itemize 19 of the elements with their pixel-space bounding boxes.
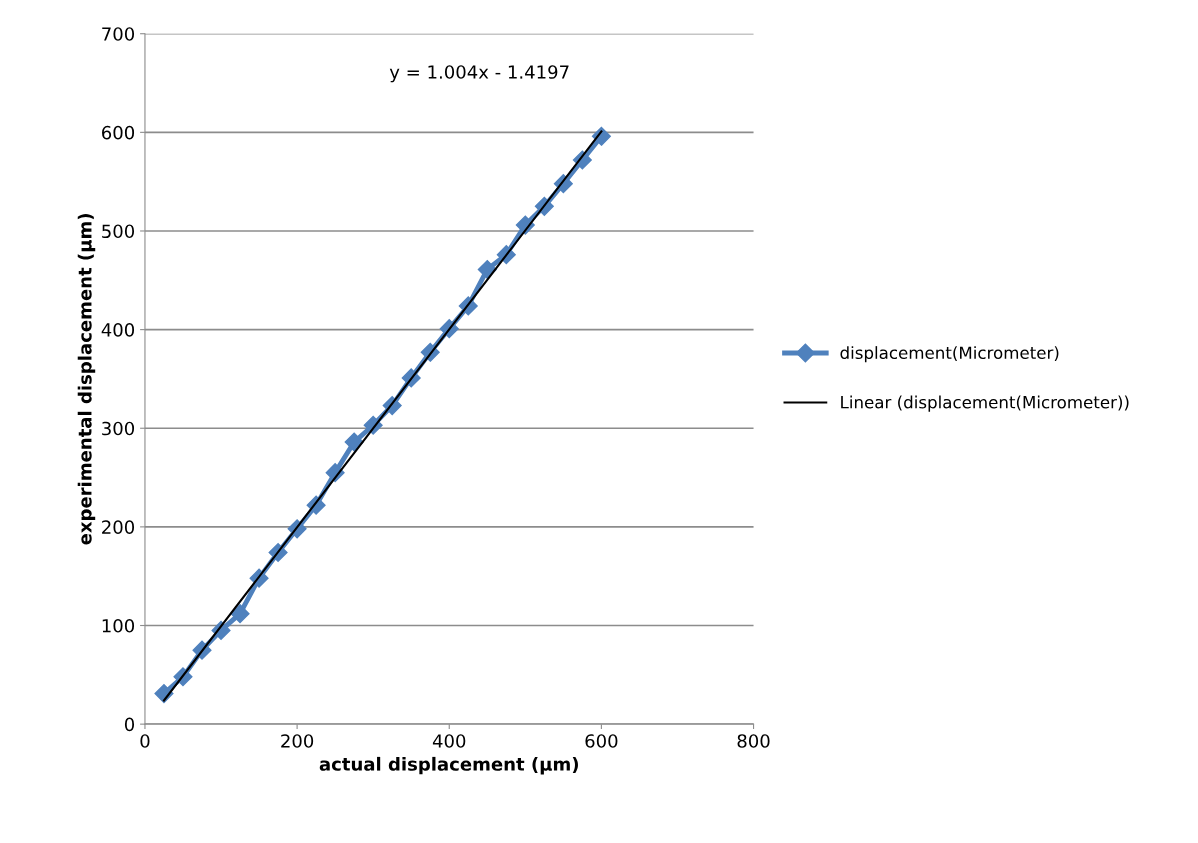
x-tick-label: 800 (737, 734, 770, 748)
y-tick-label: 400 (101, 323, 135, 337)
x-tick-label: 600 (585, 734, 618, 748)
y-axis-title: experimental displacement (µm) (77, 214, 96, 545)
annotation: y = 1.004x - 1.4197 (389, 65, 569, 83)
legend-label: Linear (displacement(Micrometer)) (841, 395, 1129, 412)
y-tick-label: 0 (124, 717, 135, 732)
y-tick-label: 600 (102, 125, 135, 140)
y-tick-label: 100 (102, 618, 135, 633)
x-tick-label: 200 (281, 734, 314, 748)
y-tick-label: 200 (102, 520, 135, 534)
point (230, 604, 250, 624)
x-axis-title: actual displacement (µm) (319, 756, 578, 775)
x-tick-label: 0 (140, 734, 150, 748)
x-tick-label: 400 (432, 734, 466, 748)
y-tick-label: 500 (102, 224, 135, 239)
y-tick-label: 700 (102, 27, 135, 41)
y-tick-label: 300 (102, 421, 135, 436)
legend-label: displacement(Micrometer) (840, 346, 1059, 363)
